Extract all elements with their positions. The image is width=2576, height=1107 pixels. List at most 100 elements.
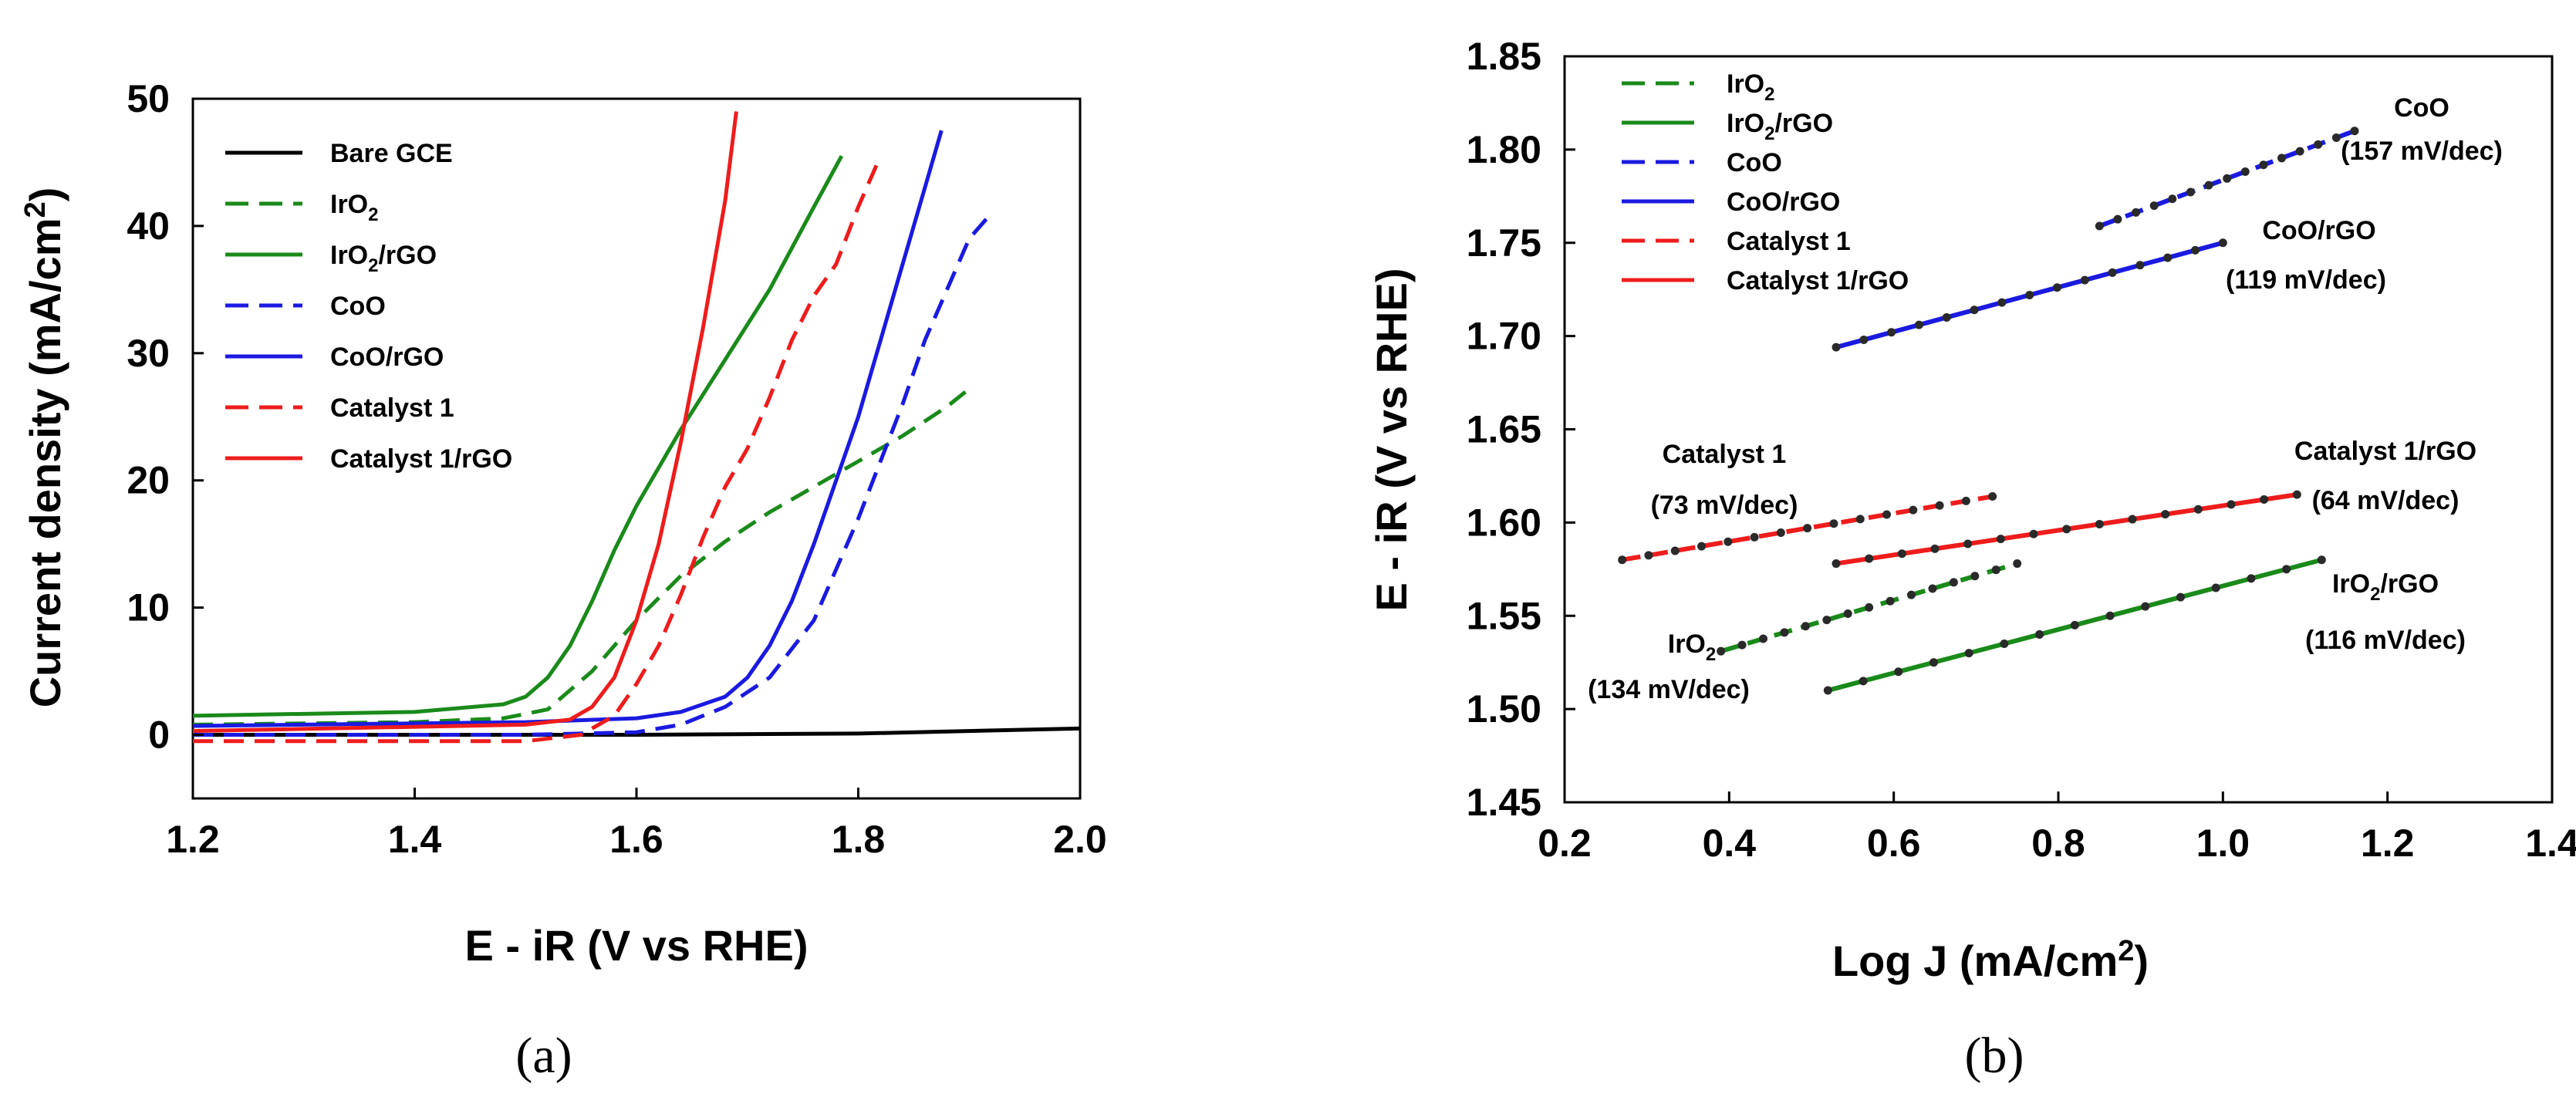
- panel-b-x-label-suffix: ): [2134, 937, 2149, 985]
- panel-b-data-point-iro2: [1991, 565, 2000, 575]
- panel-a-y-axis-label: Current density (mA/cm2): [19, 187, 69, 708]
- panel-b-data-point-coo-rgo: [1914, 320, 1923, 329]
- panel-b-data-point-iro2-rgo: [2247, 574, 2256, 583]
- panel-b-data-point-catalyst-1-rgo: [2193, 505, 2203, 514]
- panel-b-data-point-catalyst-1: [1935, 501, 1944, 510]
- panel-a-caption: (a): [515, 1028, 572, 1084]
- panel-a-y-tick-label: 20: [127, 459, 170, 502]
- panel-b-data-point-coo-rgo: [2218, 238, 2227, 248]
- panel-a-legend-label-coo-main: CoO: [330, 292, 386, 321]
- panel-b-data-point-coo: [2095, 221, 2104, 231]
- panel-a-series-iro2: [192, 387, 971, 727]
- panel-b-y-tick-label: 1.50: [1467, 687, 1541, 731]
- panel-a-legend-label-iro2-main: IrO: [330, 190, 368, 219]
- panel-b-legend-label-iro2-rgo: IrO2/rGO: [1727, 109, 1833, 144]
- panel-b-data-point-coo: [2295, 147, 2304, 156]
- panel-b-data-point-iro2: [1717, 646, 1726, 656]
- panel-b-data-point-coo: [2149, 201, 2159, 211]
- panel-a-series-group: [192, 111, 1081, 744]
- panel-b-annotations: CoO (157 mV/dec) CoO/rGO (119 mV/dec) Cataly…: [1588, 93, 2503, 704]
- panel-b-data-point-iro2-rgo: [2282, 565, 2291, 574]
- panel-b-data-point-catalyst-1-rgo: [1996, 535, 2005, 544]
- panel-b-data-point-catalyst-1: [1882, 510, 1892, 519]
- panel-b-y-tick-label: 1.45: [1467, 781, 1541, 824]
- panel-b-y-tick-label: 1.55: [1467, 594, 1541, 637]
- panel-b-data-point-catalyst-1: [1961, 496, 1970, 505]
- panel-b-data-point-catalyst-1-rgo: [2128, 515, 2137, 524]
- panel-b-legend-label-catalyst-1: Catalyst 1: [1727, 227, 1851, 256]
- panel-b-data-point-coo-rgo: [2052, 283, 2061, 292]
- panel-b-data-point-catalyst-1-rgo: [2292, 490, 2301, 499]
- panel-b-data-point-coo-rgo: [2135, 261, 2145, 270]
- panel-b-annotation-slope-iro2-rgo: (116 mV/dec): [2305, 626, 2466, 655]
- panel-b-data-point-iro2-rgo: [1964, 649, 1973, 658]
- panel-b-data-point-catalyst-1-rgo: [1865, 554, 1874, 563]
- panel-b-data-point-iro2-rgo: [2070, 620, 2079, 629]
- panel-b-legend-label-catalyst-1-main: Catalyst 1: [1727, 227, 1851, 256]
- panel-a-x-tick-label: 1.8: [832, 818, 886, 861]
- panel-a-y-label-main: Current density (mA/cm: [21, 218, 69, 708]
- panel-b-annotation-label-iro2: IrO2: [1668, 629, 1716, 665]
- panel-b-legend-label-iro2-subscript: 2: [1764, 84, 1774, 105]
- panel-b-data-point-coo: [2331, 133, 2341, 143]
- panel-a-legend-label-iro2-rgo-main: IrO: [330, 241, 368, 270]
- panel-b-x-tick-label: 1.2: [2361, 822, 2415, 865]
- panel-b-data-point-coo: [2132, 208, 2141, 217]
- panel-a-legend-label-catalyst-1: Catalyst 1: [330, 393, 454, 423]
- panel-b-annotation-label-coo: CoO: [2394, 93, 2449, 123]
- panel-b-annotation-label-catalyst-1-main: Catalyst 1: [1663, 440, 1787, 469]
- panel-b-annotation-label-iro2-rgo: IrO2/rGO: [2332, 569, 2439, 605]
- panel-b-x-tick-label: 0.8: [2031, 822, 2085, 865]
- panel-b-data-point-coo: [2204, 181, 2213, 190]
- panel-a-y-tick-label: 40: [127, 204, 170, 248]
- panel-a-y-tick-label: 50: [127, 77, 170, 120]
- panel-b-x-label-sup: 2: [2118, 935, 2134, 967]
- panel-b-y-tick-label: 1.80: [1467, 128, 1541, 171]
- panel-a-x-tick-label: 1.2: [166, 818, 220, 861]
- panel-b-data-point-catalyst-1-rgo: [1897, 549, 1906, 559]
- panel-b-annotation-slope-catalyst-1: (73 mV/dec): [1651, 491, 1798, 520]
- panel-a-series-catalyst-1: [193, 155, 883, 744]
- panel-a-series-catalyst-1-rgo: [192, 111, 738, 734]
- panel-b-data-point-coo: [2259, 160, 2268, 170]
- panel-a-y-ticks: 0 10 20 30 40 50: [127, 77, 204, 757]
- panel-b-x-ticks: 0.2 0.4 0.6 0.8 1.0 1.2 1.4: [1538, 791, 2576, 865]
- panel-b-data-point-catalyst-1: [1776, 528, 1785, 537]
- panel-b-data-point-coo: [2314, 140, 2323, 149]
- panel-b-data-point-catalyst-1: [1988, 492, 1997, 501]
- panel-b-data-point-iro2: [1949, 578, 1958, 587]
- panel-b-data-point-iro2: [1843, 609, 1852, 618]
- panel-a-x-tick-label: 1.4: [388, 818, 442, 861]
- panel-b-data-point-catalyst-1: [1618, 555, 1627, 565]
- panel-b-data-point-coo: [2350, 127, 2359, 136]
- panel-b-legend-label-iro2-rgo-main: IrO: [1727, 109, 1764, 138]
- panel-b-data-point-iro2: [1907, 590, 1916, 599]
- panel-b-data-point-iro2-rgo: [2317, 555, 2326, 565]
- panel-b-data-point-catalyst-1: [1909, 505, 1918, 515]
- panel-b-legend-label-coo: CoO: [1727, 148, 1782, 177]
- panel-b-y-ticks: 1.45 1.50 1.55 1.60 1.65 1.70 1.75 1.80 1.85: [1467, 35, 1575, 824]
- panel-b-x-label-main: Log J (mA/cm: [1832, 937, 2118, 985]
- panel-b-data-point-iro2-rgo: [2105, 611, 2115, 620]
- panel-b-legend-label-iro2-main: IrO: [1727, 69, 1764, 99]
- panel-b-data-point-catalyst-1: [1670, 546, 1680, 555]
- panel-b-data-point-iro2: [2013, 559, 2022, 569]
- panel-b-annotation-slope-coo: (157 mV/dec): [2341, 137, 2503, 166]
- panel-b-caption: (b): [1965, 1028, 2024, 1084]
- panel-b-y-tick-label: 1.70: [1467, 315, 1541, 358]
- panel-b-annotation-slope-iro2: (134 mV/dec): [1588, 675, 1750, 704]
- panel-b-data-point-catalyst-1-rgo: [2227, 500, 2236, 509]
- panel-b-annotation-label-coo-main: CoO: [2394, 93, 2449, 123]
- panel-b-data-point-coo-rgo: [2025, 290, 2034, 299]
- panel-b-data-point-catalyst-1-rgo: [1930, 544, 1940, 553]
- panel-b-data-point-catalyst-1: [1855, 515, 1865, 524]
- panel-b-y-tick-label: 1.65: [1467, 408, 1541, 451]
- panel-a-series-coo: [193, 211, 993, 737]
- panel-b-data-point-iro2-rgo: [2176, 592, 2185, 602]
- panel-b-annotation-label-catalyst-1-rgo-main: Catalyst 1/rGO: [2294, 437, 2476, 466]
- panel-b-fit-line-coo: [2098, 128, 2356, 228]
- panel-b-series-group: [1618, 127, 2359, 695]
